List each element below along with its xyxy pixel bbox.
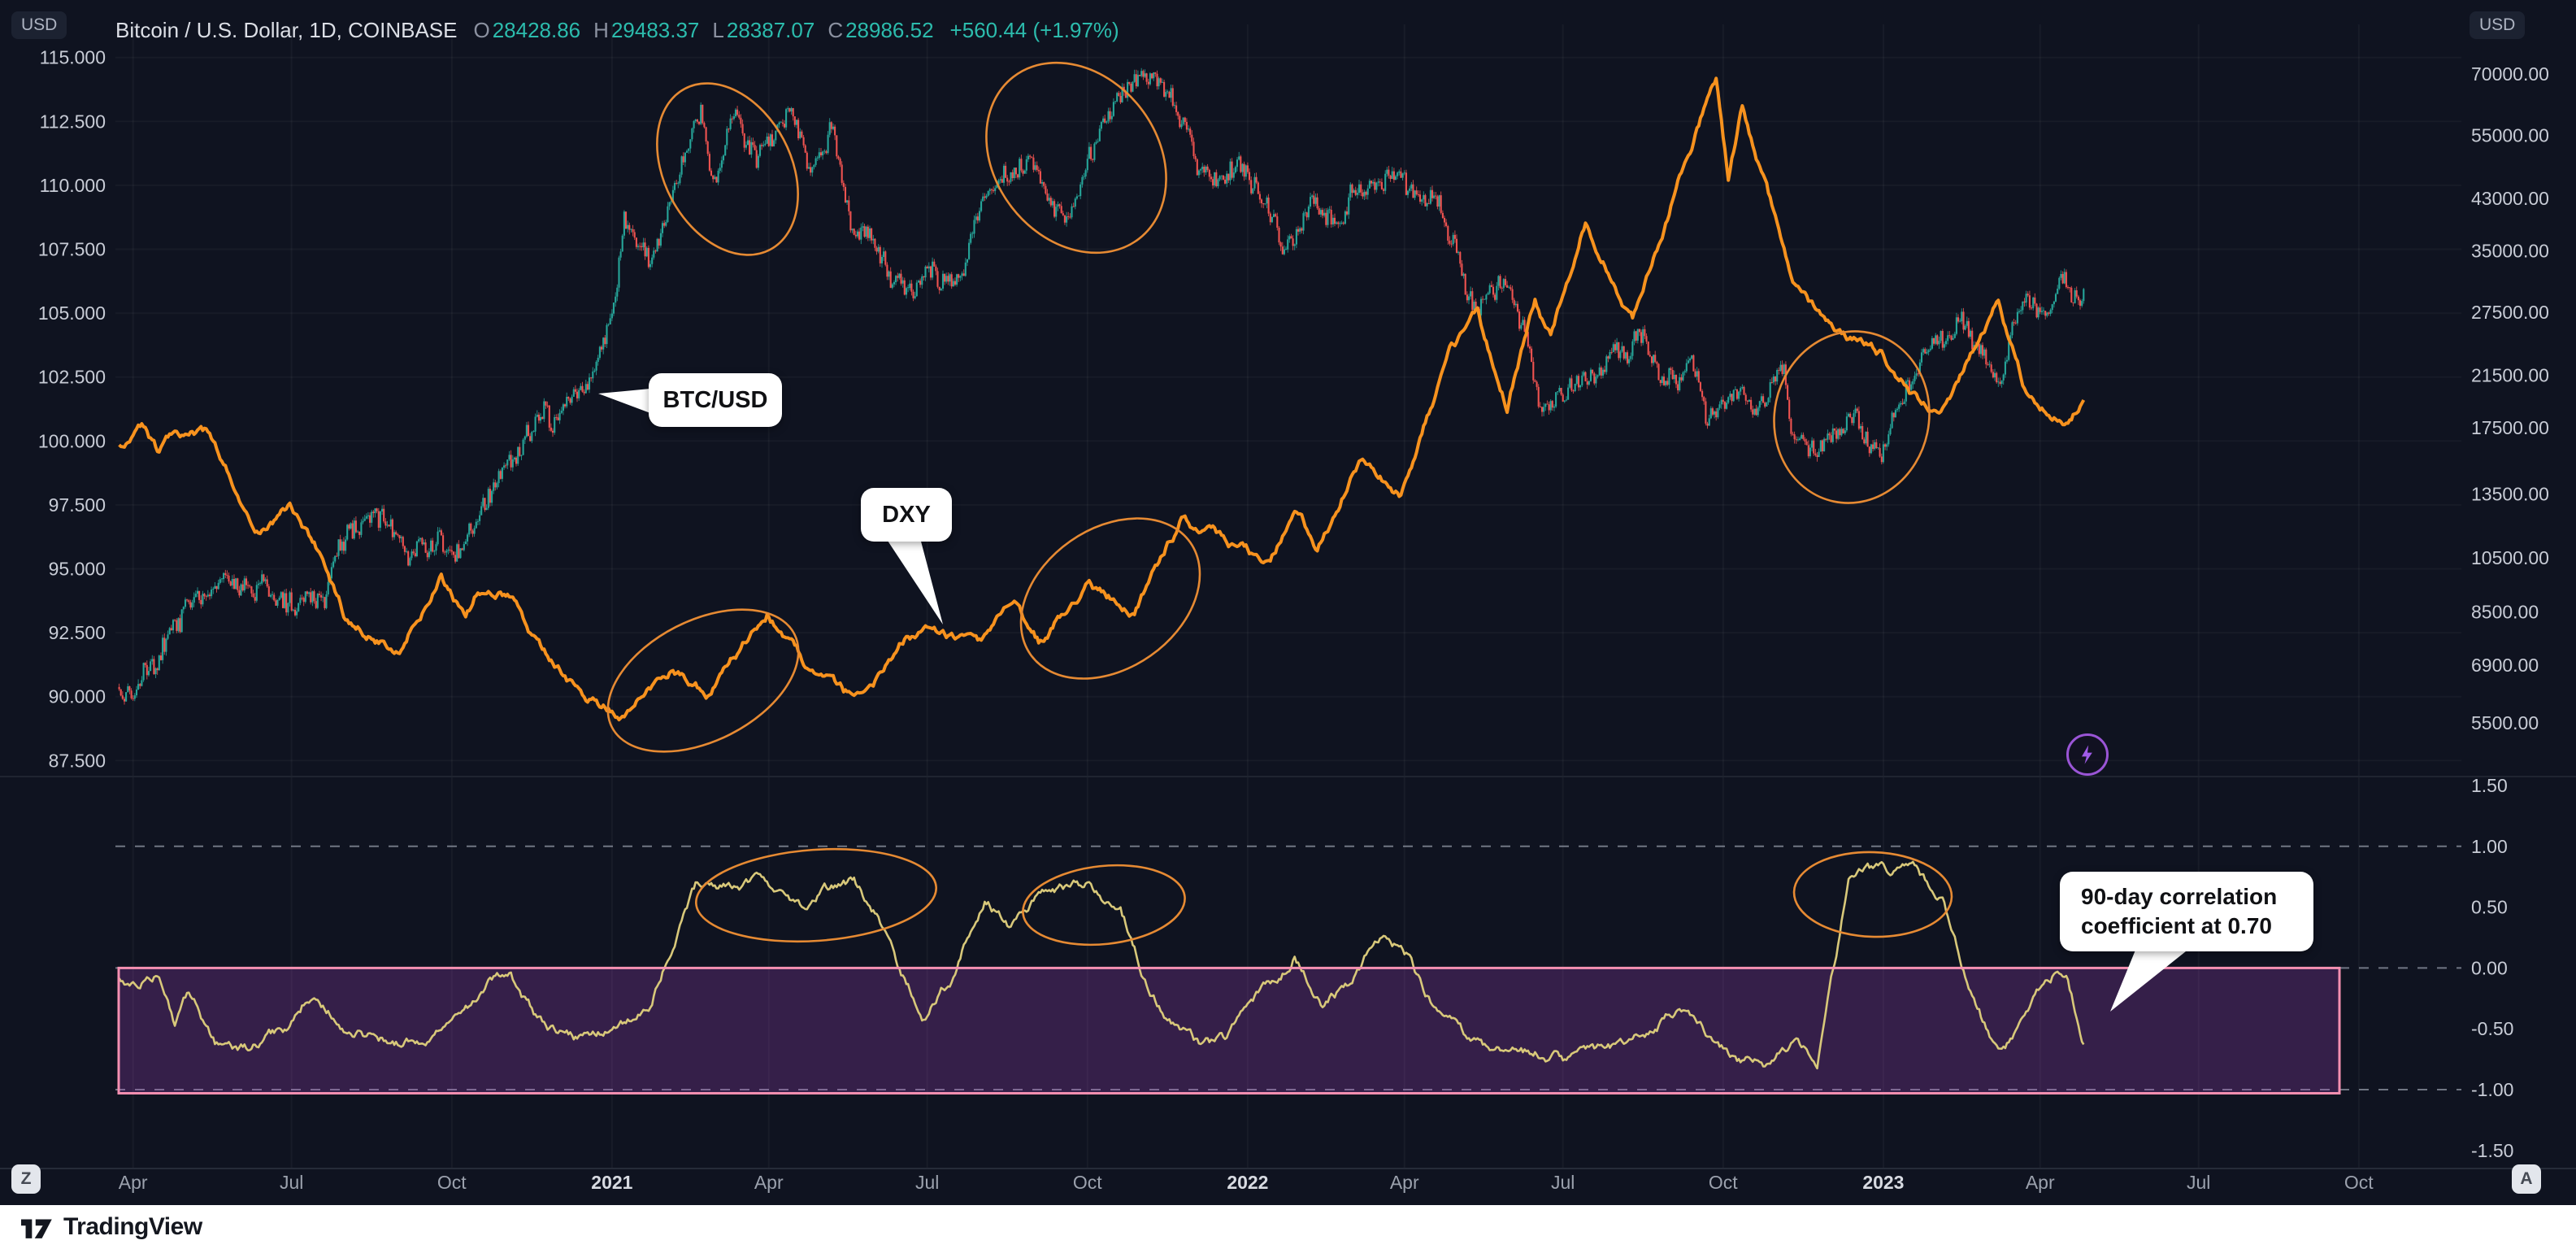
svg-text:105.000: 105.000 bbox=[38, 302, 106, 324]
btcusd-callout[interactable]: BTC/USD bbox=[649, 373, 782, 427]
ohlc-open: O 28428.86 bbox=[473, 18, 581, 42]
svg-text:6900.00: 6900.00 bbox=[2471, 655, 2539, 676]
right-axis-currency-badge: USD bbox=[2470, 11, 2526, 39]
correlation-callout-line1: 90-day correlation bbox=[2081, 884, 2278, 910]
time-axis-labels[interactable]: Apr Jul Oct 2021 Apr Jul Oct 2022 Apr Jul Oct 2023 A… bbox=[119, 1172, 2374, 1193]
svg-text:Oct: Oct bbox=[1073, 1172, 1102, 1193]
left-axis-currency-badge: USD bbox=[11, 11, 67, 39]
svg-text:Jul: Jul bbox=[280, 1172, 303, 1193]
pane-borders bbox=[0, 776, 2576, 1169]
svg-text:8500.00: 8500.00 bbox=[2471, 601, 2539, 622]
svg-text:Oct: Oct bbox=[437, 1172, 467, 1193]
correlation-highlight-box-border[interactable] bbox=[117, 966, 2341, 1095]
svg-text:70000.00: 70000.00 bbox=[2471, 63, 2549, 85]
svg-text:35000.00: 35000.00 bbox=[2471, 240, 2549, 261]
svg-text:21500.00: 21500.00 bbox=[2471, 364, 2549, 385]
svg-text:115.000: 115.000 bbox=[40, 47, 106, 68]
symbol-title[interactable]: Bitcoin / U.S. Dollar, 1D, COINBASE bbox=[115, 18, 458, 42]
svg-text:100.000: 100.000 bbox=[38, 430, 106, 451]
svg-text:-1.50: -1.50 bbox=[2471, 1140, 2513, 1161]
btc-candles-series bbox=[118, 67, 2085, 705]
svg-text:2021: 2021 bbox=[591, 1172, 632, 1193]
change-value: +560.44 (+1.97%) bbox=[949, 18, 1119, 42]
svg-text:-1.00: -1.00 bbox=[2471, 1079, 2513, 1100]
svg-text:Apr: Apr bbox=[1390, 1172, 1419, 1193]
right-axis-labels: 70000.00 55000.00 43000.00 35000.00 27500.00… bbox=[2471, 63, 2549, 733]
svg-text:1.50: 1.50 bbox=[2471, 775, 2508, 796]
svg-text:112.500: 112.500 bbox=[40, 111, 106, 132]
lightning-sticker[interactable] bbox=[2066, 733, 2109, 776]
svg-text:Oct: Oct bbox=[2344, 1172, 2374, 1193]
svg-text:87.500: 87.500 bbox=[49, 750, 106, 771]
left-axis-labels: 115.000 112.500 110.000 107.500 105.000 102.5… bbox=[38, 47, 106, 772]
annotation-ellipses[interactable] bbox=[584, 27, 1953, 952]
svg-text:55000.00: 55000.00 bbox=[2471, 125, 2549, 146]
ohlc-high: H 29483.37 bbox=[593, 18, 700, 42]
svg-text:Oct: Oct bbox=[1709, 1172, 1738, 1193]
svg-text:107.500: 107.500 bbox=[38, 239, 106, 260]
svg-text:102.500: 102.500 bbox=[38, 367, 106, 388]
corner-badge-a[interactable]: A bbox=[2512, 1164, 2541, 1194]
tradingview-logo-icon bbox=[21, 1219, 52, 1238]
svg-text:110.000: 110.000 bbox=[40, 175, 106, 196]
correlation-series bbox=[118, 860, 2085, 1070]
corner-badge-z[interactable]: Z bbox=[11, 1164, 41, 1194]
svg-text:27500.00: 27500.00 bbox=[2471, 302, 2549, 323]
svg-text:95.000: 95.000 bbox=[49, 559, 106, 580]
footer-bar: TradingView bbox=[0, 1205, 2576, 1249]
dxy-line-series bbox=[118, 76, 2086, 722]
svg-text:5500.00: 5500.00 bbox=[2471, 712, 2539, 733]
svg-text:Jul: Jul bbox=[1551, 1172, 1575, 1193]
svg-text:Apr: Apr bbox=[119, 1172, 148, 1193]
svg-text:0.50: 0.50 bbox=[2471, 897, 2508, 918]
svg-text:97.500: 97.500 bbox=[49, 494, 106, 516]
svg-text:Apr: Apr bbox=[754, 1172, 784, 1193]
correlation-axis-labels: 1.50 1.00 0.50 0.00 -0.50 -1.00 -1.50 bbox=[2471, 775, 2513, 1161]
ohlc-close: C 28986.52 bbox=[828, 18, 934, 42]
svg-text:92.500: 92.500 bbox=[49, 622, 106, 643]
svg-text:10500.00: 10500.00 bbox=[2471, 547, 2549, 568]
svg-text:17500.00: 17500.00 bbox=[2471, 417, 2549, 438]
tradingview-logo-text: TradingView bbox=[63, 1213, 202, 1240]
svg-text:-0.50: -0.50 bbox=[2471, 1018, 2513, 1039]
ohlc-low: L 28387.07 bbox=[712, 18, 815, 42]
svg-text:Apr: Apr bbox=[2026, 1172, 2055, 1193]
callout-tails bbox=[598, 389, 2190, 1012]
svg-text:1.00: 1.00 bbox=[2471, 836, 2508, 857]
svg-text:2022: 2022 bbox=[1227, 1172, 1268, 1193]
svg-text:43000.00: 43000.00 bbox=[2471, 188, 2549, 209]
dxy-callout[interactable]: DXY bbox=[861, 488, 952, 542]
svg-text:Jul: Jul bbox=[915, 1172, 939, 1193]
svg-text:Jul: Jul bbox=[2187, 1172, 2210, 1193]
svg-text:0.00: 0.00 bbox=[2471, 957, 2508, 978]
svg-text:13500.00: 13500.00 bbox=[2471, 483, 2549, 504]
lightning-icon bbox=[2082, 745, 2092, 764]
correlation-callout[interactable]: 90-day correlation coefficient at 0.70 bbox=[2060, 872, 2313, 951]
correlation-callout-line2: coefficient at 0.70 bbox=[2081, 913, 2272, 938]
tradingview-logo[interactable]: TradingView bbox=[21, 1213, 202, 1241]
ohlc-values: O 28428.86 H 29483.37 L 28387.07 C 28986.52 bbox=[473, 18, 933, 43]
svg-text:2023: 2023 bbox=[1862, 1172, 1904, 1193]
svg-text:90.000: 90.000 bbox=[49, 686, 106, 707]
symbol-header: Bitcoin / U.S. Dollar, 1D, COINBASE O 284… bbox=[115, 18, 1119, 43]
